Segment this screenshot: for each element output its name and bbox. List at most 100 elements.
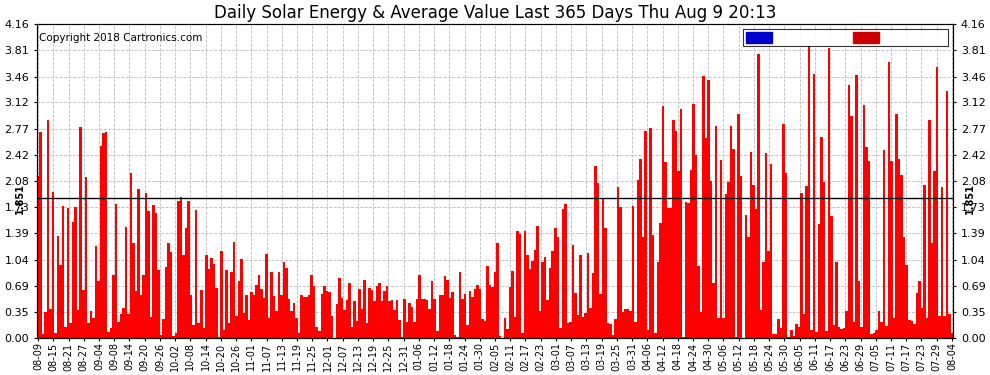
Bar — [293, 303, 295, 338]
Bar — [815, 332, 818, 338]
Bar — [426, 300, 429, 338]
Bar — [649, 128, 652, 338]
Bar — [657, 262, 659, 338]
Bar — [341, 298, 344, 338]
Bar — [300, 294, 303, 338]
Bar — [56, 236, 59, 338]
Bar — [654, 333, 657, 338]
Bar — [823, 182, 825, 338]
Bar — [551, 251, 554, 338]
Bar — [604, 228, 607, 338]
Bar — [878, 311, 880, 338]
Bar — [948, 314, 950, 338]
Bar — [195, 210, 197, 338]
Bar — [321, 294, 323, 338]
Bar — [326, 291, 328, 338]
Bar — [248, 320, 250, 338]
Bar — [233, 242, 236, 338]
Bar — [396, 300, 398, 338]
Bar — [906, 265, 908, 338]
Bar — [40, 132, 42, 338]
Bar — [728, 182, 730, 338]
Bar — [45, 312, 47, 338]
Bar — [476, 285, 479, 338]
Bar — [587, 253, 589, 338]
Bar — [265, 254, 267, 338]
Bar — [820, 136, 823, 338]
Bar — [537, 226, 539, 338]
Bar — [888, 62, 890, 338]
Bar — [569, 322, 571, 338]
Bar — [803, 314, 805, 338]
Bar — [62, 206, 64, 338]
Bar — [504, 318, 506, 338]
Bar — [559, 328, 561, 338]
Bar — [800, 192, 803, 338]
Bar — [288, 299, 290, 338]
Legend: Average  ($), Daily  ($): Average ($), Daily ($) — [742, 29, 948, 46]
Bar — [401, 337, 403, 338]
Bar — [72, 222, 74, 338]
Bar — [554, 228, 556, 338]
Bar — [336, 304, 338, 338]
Bar — [883, 150, 885, 338]
Bar — [295, 318, 298, 338]
Bar — [154, 213, 157, 338]
Bar — [328, 292, 331, 338]
Bar — [544, 257, 546, 338]
Bar — [414, 322, 416, 338]
Bar — [659, 223, 662, 338]
Bar — [368, 288, 370, 338]
Bar — [818, 224, 820, 338]
Bar — [429, 309, 431, 338]
Bar — [275, 311, 278, 338]
Bar — [865, 147, 868, 338]
Bar — [908, 320, 911, 338]
Bar — [566, 323, 569, 338]
Bar — [669, 208, 672, 338]
Bar — [620, 207, 622, 338]
Bar — [499, 336, 501, 338]
Bar — [700, 312, 702, 338]
Bar — [393, 310, 396, 338]
Bar — [707, 80, 710, 338]
Bar — [945, 91, 948, 338]
Bar — [117, 322, 120, 338]
Bar — [311, 275, 313, 338]
Bar — [51, 192, 54, 338]
Bar — [916, 293, 918, 338]
Bar — [47, 120, 50, 338]
Bar — [451, 292, 453, 338]
Bar — [360, 309, 363, 338]
Bar — [677, 171, 679, 338]
Bar — [185, 228, 187, 338]
Bar — [890, 161, 893, 338]
Bar — [695, 155, 697, 338]
Bar — [522, 333, 524, 338]
Bar — [84, 177, 87, 338]
Bar — [772, 334, 775, 338]
Bar — [439, 295, 441, 338]
Bar — [747, 237, 749, 338]
Bar — [42, 334, 45, 338]
Bar — [122, 309, 125, 338]
Bar — [260, 289, 262, 338]
Bar — [205, 255, 208, 338]
Bar — [740, 176, 742, 338]
Bar — [479, 289, 481, 338]
Bar — [456, 337, 458, 338]
Bar — [458, 272, 461, 338]
Bar — [825, 331, 828, 338]
Bar — [509, 287, 511, 338]
Bar — [607, 323, 609, 338]
Bar — [92, 318, 95, 338]
Bar — [64, 327, 67, 338]
Bar — [50, 309, 51, 338]
Bar — [514, 317, 517, 338]
Bar — [89, 311, 92, 338]
Bar — [754, 209, 757, 338]
Bar — [576, 315, 579, 338]
Bar — [855, 75, 857, 338]
Bar — [940, 187, 943, 338]
Bar — [105, 132, 107, 338]
